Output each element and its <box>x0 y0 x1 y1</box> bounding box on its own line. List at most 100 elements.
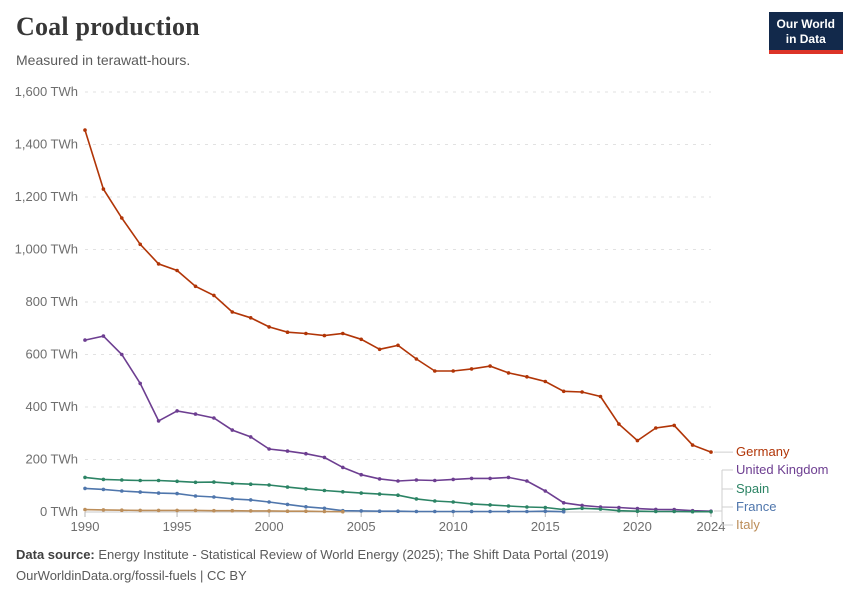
legend-item-united-kingdom[interactable]: United Kingdom <box>736 462 829 477</box>
data-point <box>304 451 308 456</box>
x-axis-tick-label: 2005 <box>347 519 376 534</box>
x-axis-tick-label: 2010 <box>439 519 468 534</box>
data-point <box>617 508 621 513</box>
data-point <box>525 509 529 514</box>
data-point <box>341 490 345 494</box>
data-point <box>433 509 437 514</box>
y-axis-tick-label: 600 TWh <box>25 347 78 362</box>
y-axis-tick-label: 200 TWh <box>25 452 78 467</box>
data-point <box>120 489 124 493</box>
footer-source-text: Energy Institute - Statistical Review of… <box>98 547 609 562</box>
chart-title: Coal production <box>16 12 200 41</box>
data-point <box>525 479 529 483</box>
data-point <box>193 480 198 485</box>
data-point <box>561 501 566 505</box>
data-point <box>248 482 253 487</box>
data-point <box>414 497 419 501</box>
data-point <box>322 509 327 514</box>
data-point <box>175 268 179 273</box>
legend-item-spain[interactable]: Spain <box>736 481 770 496</box>
data-point <box>101 187 106 191</box>
data-point <box>230 310 235 314</box>
data-point <box>488 503 492 507</box>
owid-logo[interactable]: Our World in Data <box>768 12 843 54</box>
data-point <box>120 508 124 512</box>
data-point <box>451 509 456 514</box>
data-point <box>322 455 327 460</box>
data-point <box>414 509 419 514</box>
data-point <box>120 216 124 220</box>
data-point <box>377 492 382 496</box>
legend-item-italy[interactable]: Italy <box>736 517 760 532</box>
data-point <box>322 333 327 338</box>
data-point <box>193 284 198 289</box>
data-point <box>101 487 106 492</box>
data-point <box>709 450 713 454</box>
data-point <box>469 502 474 506</box>
data-point <box>690 443 695 447</box>
data-point <box>138 508 142 513</box>
y-axis-tick-label: 0 TWh <box>40 504 78 519</box>
data-point <box>451 369 456 373</box>
data-point <box>451 477 456 482</box>
series-line-germany[interactable] <box>84 129 712 453</box>
y-axis-tick-label: 400 TWh <box>25 399 78 414</box>
data-point <box>101 334 106 338</box>
data-point <box>156 508 161 513</box>
x-axis-tick-label: 1990 <box>71 519 100 534</box>
data-point <box>230 481 235 486</box>
data-point <box>469 367 474 371</box>
data-point <box>617 422 621 426</box>
data-point <box>120 352 124 357</box>
data-point <box>414 357 419 361</box>
data-point <box>267 509 271 513</box>
data-point <box>212 416 216 420</box>
data-point <box>377 477 382 481</box>
data-point <box>83 338 87 342</box>
data-point <box>267 483 271 487</box>
data-point <box>469 476 474 481</box>
data-point <box>433 369 437 373</box>
data-point <box>506 475 511 480</box>
data-point <box>359 491 364 495</box>
data-point <box>138 381 142 386</box>
data-point <box>248 509 253 513</box>
data-point <box>469 509 474 514</box>
data-point <box>83 128 87 132</box>
data-point <box>488 476 492 481</box>
footer-source-line: Data source: Energy Institute - Statisti… <box>16 544 609 565</box>
y-axis-tick-label: 1,000 TWh <box>15 242 78 257</box>
data-point <box>617 505 621 510</box>
data-point <box>83 507 87 512</box>
data-point <box>212 293 216 298</box>
data-point <box>341 509 345 514</box>
footer-url-line[interactable]: OurWorldinData.org/fossil-fuels | CC BY <box>16 568 247 583</box>
series-line-united-kingdom[interactable] <box>84 335 712 512</box>
data-point <box>561 509 566 514</box>
data-point <box>230 508 235 513</box>
data-point <box>285 485 290 489</box>
legend-item-france[interactable]: France <box>736 499 777 514</box>
data-point <box>138 490 142 494</box>
data-point <box>506 371 511 375</box>
data-point <box>561 389 566 394</box>
data-point <box>156 419 161 423</box>
data-point <box>543 379 548 384</box>
data-point <box>285 330 290 335</box>
data-point <box>212 495 216 499</box>
data-point <box>212 508 216 513</box>
data-point <box>101 477 106 482</box>
data-point <box>248 316 253 320</box>
data-point <box>304 331 308 336</box>
data-point <box>138 478 142 483</box>
owid-logo-line1: Our World <box>776 17 835 31</box>
data-point <box>543 505 548 510</box>
data-point <box>377 347 382 352</box>
y-axis-tick-label: 1,400 TWh <box>15 137 78 152</box>
data-point <box>654 426 658 430</box>
data-point <box>156 262 161 266</box>
legend-item-germany[interactable]: Germany <box>736 444 790 459</box>
data-point <box>193 494 198 498</box>
y-axis-tick-label: 800 TWh <box>25 294 78 309</box>
data-point <box>580 506 584 511</box>
